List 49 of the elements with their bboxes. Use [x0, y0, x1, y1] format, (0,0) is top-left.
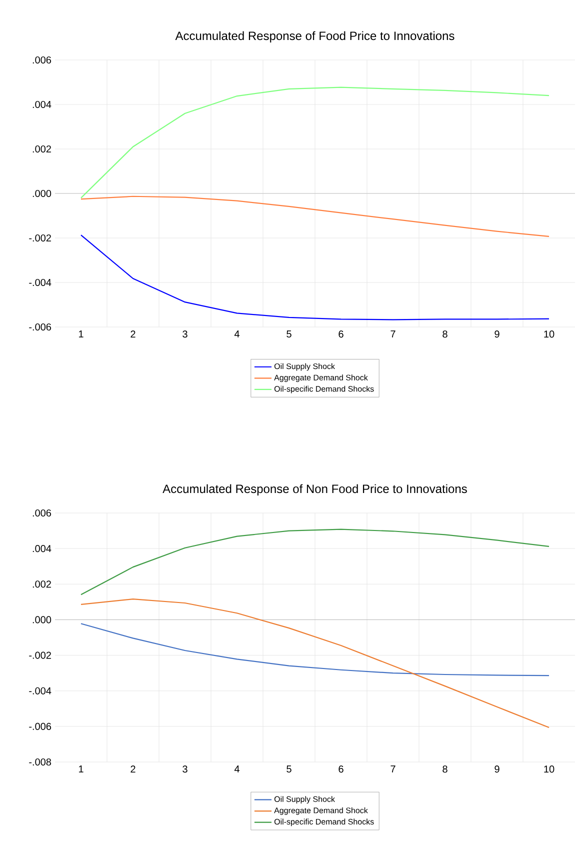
y-tick-label: .006 — [32, 509, 52, 517]
y-tick-label: .002 — [32, 145, 51, 153]
line-series — [80, 234, 550, 320]
y-tick-label: .000 — [32, 616, 52, 624]
x-tick-label: 7 — [390, 766, 396, 772]
y-tick-label: .006 — [32, 56, 52, 64]
x-tick-label: 8 — [442, 766, 448, 773]
y-tick-label: .002 — [32, 580, 51, 588]
chart-title: Accumulated Response of Non Food Price to Innovations — [162, 484, 467, 496]
x-tick-label: 5 — [286, 330, 292, 338]
legend-label: Oil Supply Shock — [274, 363, 335, 371]
x-tick-label: 6 — [338, 766, 344, 773]
line-series — [80, 623, 550, 676]
y-tick-label: -.008 — [29, 758, 52, 766]
legend-label: Aggregate Demand Shock — [274, 807, 368, 815]
x-tick-label: 10 — [544, 766, 554, 773]
y-tick-label: -.004 — [29, 278, 52, 286]
y-tick-label: -.002 — [29, 234, 51, 242]
x-tick-label: 8 — [442, 330, 448, 338]
y-tick-label: .004 — [32, 545, 52, 552]
chart-title: Accumulated Response of Food Price to Innovations — [175, 31, 454, 42]
x-tick-label: 4 — [234, 330, 240, 338]
line-series — [80, 196, 550, 237]
x-tick-label: 3 — [182, 766, 188, 773]
x-tick-label: 2 — [130, 766, 136, 773]
legend-label: Aggregate Demand Shock — [274, 374, 368, 382]
y-tick-label: -.006 — [29, 323, 52, 331]
x-tick-label: 2 — [130, 330, 136, 338]
x-tick-label: 7 — [390, 330, 396, 338]
x-tick-label: 6 — [338, 330, 344, 338]
x-tick-label: 10 — [544, 330, 554, 338]
y-tick-label: .004 — [32, 100, 52, 108]
line-series — [80, 528, 550, 596]
y-tick-label: -.004 — [29, 687, 52, 694]
x-tick-label: 3 — [182, 330, 188, 338]
x-tick-label: 4 — [234, 766, 240, 772]
x-tick-label: 9 — [494, 330, 500, 338]
y-tick-label: -.006 — [29, 722, 52, 730]
line-series — [80, 86, 550, 198]
legend-label: Oil-specific Demand Shocks — [274, 818, 374, 826]
x-tick-label: 1 — [78, 330, 84, 338]
x-tick-label: 5 — [286, 766, 292, 773]
y-tick-label: -.002 — [29, 652, 51, 659]
x-tick-label: 9 — [494, 766, 500, 773]
y-tick-label: .000 — [32, 190, 52, 198]
legend-label: Oil Supply Shock — [274, 796, 335, 804]
x-tick-label: 1 — [78, 766, 84, 772]
line-series — [80, 598, 550, 728]
legend-label: Oil-specific Demand Shocks — [274, 386, 374, 394]
